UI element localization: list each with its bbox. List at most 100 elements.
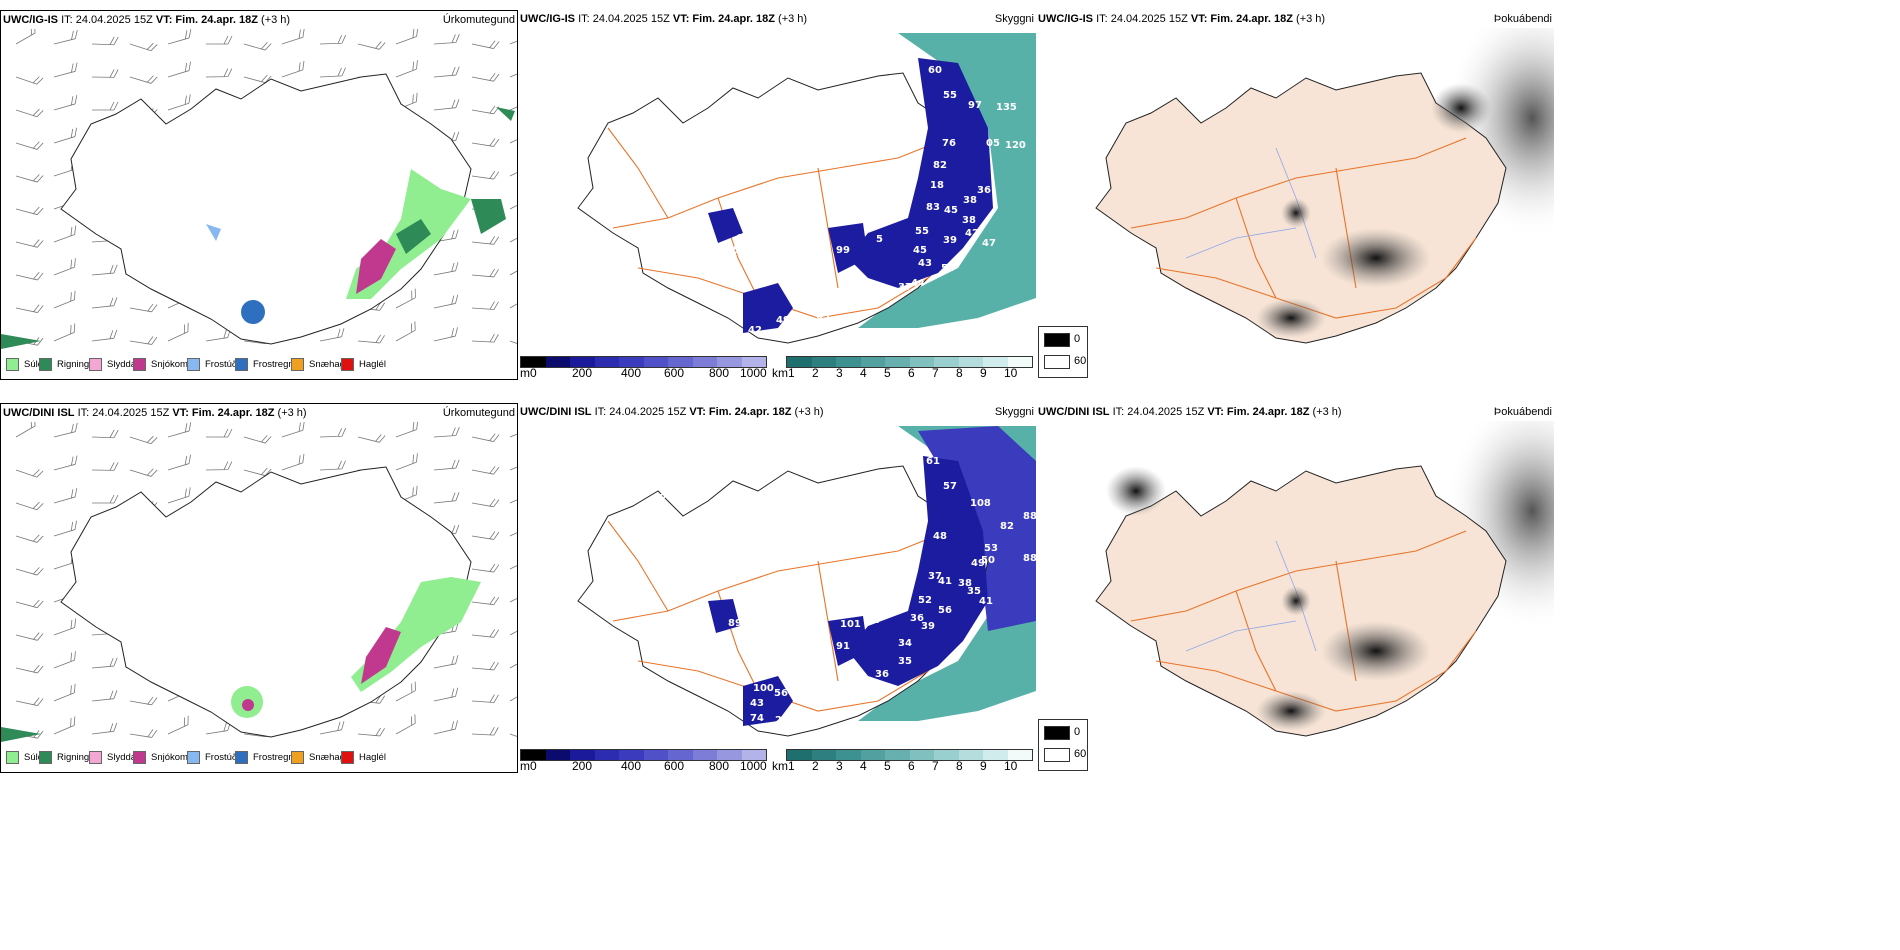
cloud-base-label: 63 — [736, 233, 750, 244]
valid-time: Fim. 24.apr. 18Z — [175, 14, 258, 26]
wind-barb — [509, 517, 517, 537]
cloud-legends: m 0 200 400 600 800 1000 km 1 2 3 4 5 6 … — [518, 743, 1036, 773]
wind-barb — [433, 492, 460, 504]
low-cloud-areas — [708, 456, 988, 726]
precip-map — [1, 29, 517, 349]
fog-area — [1431, 83, 1491, 133]
tick: 600 — [664, 759, 685, 773]
wind-barb — [129, 468, 158, 477]
wind-barb — [357, 727, 385, 737]
fog-map — [1036, 421, 1554, 771]
wind-barb — [15, 206, 44, 216]
legend-label: Haglél — [359, 752, 386, 763]
lead-time: (+3 h) — [1312, 406, 1342, 418]
cloud-base-label: 57 — [943, 481, 957, 492]
wind-barb — [53, 422, 78, 438]
cloud-base-label: 39 — [921, 621, 935, 632]
wind-barb — [433, 262, 459, 276]
fog-map — [1036, 28, 1554, 378]
wind-barb — [53, 488, 78, 504]
wind-barb — [129, 729, 158, 738]
wind-barb — [509, 681, 517, 702]
cloud-base-label: 35 — [898, 656, 912, 667]
cloud-base-label: 82 — [933, 160, 947, 171]
wind-barb — [205, 328, 231, 342]
fog-swatch-black — [1044, 333, 1070, 347]
fog-swatch-white — [1044, 355, 1070, 369]
lead-time: (+3 h) — [778, 13, 808, 25]
fog-area — [1321, 228, 1431, 288]
wind-barb — [15, 141, 44, 150]
model-name: UWC/IG-IS — [520, 13, 575, 25]
wind-barb — [53, 455, 78, 471]
panel-header: UWC/DINI ISL IT: 24.04.2025 15Z VT: Fim.… — [518, 403, 1036, 421]
tick: 2 — [812, 366, 819, 380]
cloud-base-label: 36 — [875, 669, 889, 680]
wind-barb — [15, 697, 44, 706]
model-name: UWC/DINI ISL — [520, 406, 592, 418]
wind-barb — [129, 435, 158, 445]
cloud-base-label: 65 — [726, 245, 740, 256]
wind-barb — [15, 501, 44, 511]
tick: 8 — [956, 366, 963, 380]
wind-barb — [395, 714, 416, 735]
wind-barb — [471, 596, 500, 606]
cloud-base-label: 63 — [816, 311, 830, 322]
wind-barb — [129, 696, 158, 706]
cloud-base-label: 11 — [780, 601, 794, 612]
wind-barb — [471, 236, 500, 245]
init-time: IT: 24.04.2025 15Z — [594, 406, 687, 418]
cloud-base-label: 49 — [971, 558, 985, 569]
wind-barb — [15, 469, 44, 478]
wind-barb — [433, 687, 459, 702]
wind-barb — [433, 66, 460, 78]
cloud-base-label: 55 — [915, 226, 929, 237]
wind-barb — [205, 68, 233, 78]
legend-label: Slydda — [107, 752, 137, 763]
wind-barb — [471, 170, 500, 180]
cloud-base-label: 44 — [911, 278, 925, 289]
fog-swatch-white — [1044, 748, 1070, 762]
wind-barb — [471, 138, 500, 147]
cloud-base-label: 83 — [926, 202, 940, 213]
wind-barb — [509, 615, 517, 636]
wind-barb — [471, 433, 500, 442]
tick: 0 — [530, 759, 537, 773]
wind-barb — [53, 127, 77, 144]
panel-title: Úrkomutegund — [442, 407, 515, 419]
wind-barb — [167, 61, 191, 78]
tick: 4 — [860, 366, 867, 380]
cloud-base-label: 56 — [938, 605, 952, 616]
wind-barb — [395, 60, 418, 78]
wind-barb — [471, 333, 499, 343]
wind-barb — [509, 340, 517, 349]
wind-barb — [395, 681, 416, 702]
cloud-base-label: 82 — [1000, 521, 1014, 532]
wind-barb — [471, 694, 499, 703]
legend-label: Snjókoma — [151, 359, 194, 370]
wind-barb — [92, 494, 119, 504]
wind-barb — [15, 304, 44, 313]
legend-swatch — [6, 358, 19, 371]
legend-label: Frostregn — [253, 359, 294, 370]
tick: 400 — [621, 759, 642, 773]
wind-barb — [509, 29, 517, 45]
cloud-base-label: 100 — [753, 683, 774, 694]
legend-label: Slydda — [107, 359, 137, 370]
wind-barb — [15, 271, 44, 281]
wind-barb — [433, 459, 460, 471]
wind-barb — [53, 62, 78, 78]
cloud-base-label: 35 — [967, 586, 981, 597]
valid-time: Fim. 24.apr. 18Z — [692, 13, 775, 25]
unit: m — [520, 366, 530, 380]
cloud-base-label: 18 — [930, 180, 944, 191]
wind-barb — [53, 683, 76, 702]
panel-header: UWC/IG-IS IT: 24.04.2025 15Z VT: Fim. 24… — [1, 11, 517, 29]
cloud-base-label: 120 — [1005, 140, 1026, 151]
wind-barb — [319, 328, 345, 342]
wind-barb — [205, 461, 233, 471]
wind-barb — [15, 76, 44, 85]
wind-barb — [15, 174, 44, 183]
legend-swatch — [133, 358, 146, 371]
tick: 5 — [884, 366, 891, 380]
